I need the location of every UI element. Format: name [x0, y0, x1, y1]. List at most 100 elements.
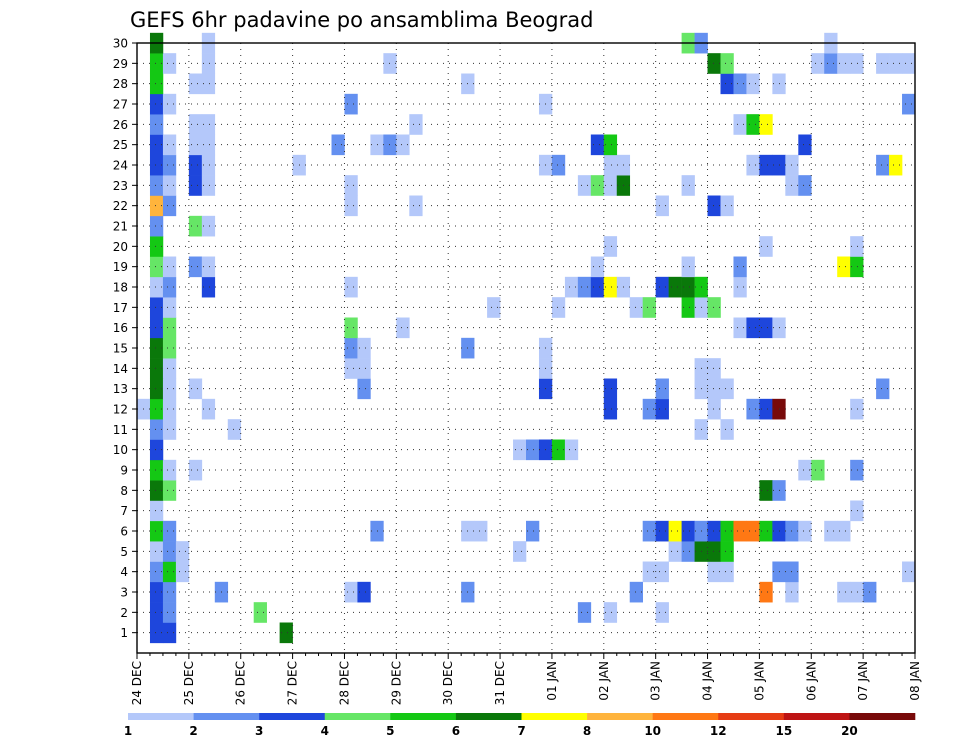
cell-member-11-step-1 — [149, 419, 164, 440]
cell-member-25-step-4 — [188, 134, 203, 156]
cell-member-2-step-1 — [149, 602, 164, 623]
colorbar-swatch-10 — [718, 713, 785, 720]
cell-member-29-step-59 — [902, 53, 916, 74]
cell-member-9-step-2 — [162, 459, 177, 481]
cell-member-7-step-1 — [149, 500, 164, 522]
cell-member-24-step-2 — [162, 154, 177, 176]
x-tick-label-26-dec: 26 DEC — [234, 661, 248, 705]
colorbar-swatch-8 — [587, 713, 653, 720]
cell-member-14-step-1 — [149, 358, 164, 379]
cell-member-6-step-40 — [655, 520, 669, 542]
cell-member-24-step-57 — [876, 154, 890, 176]
cell-member-18-step-2 — [162, 276, 177, 298]
cell-member-3-step-16 — [344, 581, 358, 603]
colorbar-label-2: 2 — [189, 724, 197, 738]
cell-member-6-step-46 — [733, 520, 747, 542]
cell-member-24-step-5 — [201, 154, 216, 176]
cell-member-16-step-20 — [396, 317, 410, 339]
y-tick-label-10: 10 — [113, 443, 128, 457]
x-tick-label-07-jan: 07 JAN — [856, 661, 870, 701]
cell-member-5-step-41 — [668, 541, 682, 562]
cell-member-15-step-2 — [162, 337, 177, 359]
cell-member-3-step-38 — [629, 581, 643, 603]
cell-member-23-step-5 — [201, 175, 216, 196]
cell-member-12-step-44 — [707, 398, 721, 420]
cell-member-25-step-15 — [331, 134, 345, 156]
y-tick-label-27: 27 — [113, 98, 128, 112]
cell-member-8-step-48 — [759, 480, 773, 501]
cell-member-4-step-3 — [175, 561, 190, 583]
cell-member-15-step-1 — [149, 337, 164, 359]
cell-member-24-step-48 — [759, 154, 773, 176]
cell-member-24-step-4 — [188, 154, 203, 176]
cell-member-20-step-48 — [759, 236, 773, 257]
cell-member-22-step-21 — [409, 195, 423, 217]
x-tick-label-29-dec: 29 DEC — [389, 661, 403, 705]
cell-member-17-step-1 — [149, 297, 164, 318]
x-tick-label-25-dec: 25 DEC — [182, 661, 196, 705]
cell-member-18-step-16 — [344, 276, 358, 298]
cell-member-22-step-2 — [162, 195, 177, 217]
cell-member-28-step-4 — [188, 73, 203, 95]
cell-member-21-step-1 — [149, 215, 164, 237]
cell-member-15-step-17 — [357, 337, 371, 359]
y-tick-label-8: 8 — [120, 484, 128, 498]
cell-member-4-step-45 — [720, 561, 734, 583]
colorbar-swatch-7 — [521, 713, 588, 720]
colorbar-label-20: 20 — [841, 724, 858, 738]
cell-member-17-step-39 — [642, 297, 656, 318]
cell-member-29-step-52 — [811, 53, 825, 74]
cell-member-12-step-1 — [149, 398, 164, 420]
cell-member-23-step-4 — [188, 175, 203, 196]
y-tick-label-2: 2 — [120, 606, 128, 620]
cell-member-21-step-4 — [188, 215, 203, 237]
cell-member-29-step-5 — [201, 53, 216, 74]
cell-member-29-step-57 — [876, 53, 890, 74]
cell-member-17-step-44 — [707, 297, 721, 318]
cell-member-26-step-46 — [733, 114, 747, 135]
cell-member-18-step-34 — [577, 276, 592, 298]
colorbar-swatch-2 — [193, 713, 260, 720]
y-tick-label-26: 26 — [113, 118, 128, 132]
cell-member-6-step-41 — [668, 520, 682, 542]
cell-member-16-step-1 — [149, 317, 164, 339]
cell-member-29-step-45 — [720, 53, 734, 74]
cell-member-12-step-48 — [759, 398, 773, 420]
cell-member-6-step-51 — [798, 520, 812, 542]
heatmap-cells — [137, 32, 916, 644]
cell-member-13-step-45 — [720, 378, 734, 400]
cell-member-1-step-2 — [162, 622, 177, 644]
cell-member-28-step-46 — [733, 73, 747, 95]
cell-member-2-step-9 — [253, 602, 267, 623]
cell-member-29-step-2 — [162, 53, 177, 74]
cell-member-1-step-1 — [149, 622, 164, 644]
cell-member-28-step-5 — [201, 73, 216, 95]
cell-member-18-step-1 — [149, 276, 164, 298]
cell-member-24-step-36 — [603, 154, 618, 176]
cell-member-13-step-1 — [149, 378, 164, 400]
cell-member-16-step-48 — [759, 317, 773, 339]
y-tick-label-21: 21 — [113, 220, 128, 234]
cell-member-16-step-46 — [733, 317, 747, 339]
colorbar-label-7: 7 — [517, 724, 525, 738]
cell-member-24-step-32 — [551, 154, 566, 176]
cell-member-2-step-34 — [577, 602, 592, 623]
cell-member-5-step-45 — [720, 541, 734, 562]
cell-member-17-step-32 — [551, 297, 566, 318]
cell-member-3-step-48 — [759, 581, 773, 603]
cell-member-2-step-36 — [603, 602, 618, 623]
cell-member-3-step-17 — [357, 581, 371, 603]
y-tick-label-16: 16 — [113, 321, 128, 335]
cell-member-19-step-4 — [188, 256, 203, 278]
cell-member-20-step-1 — [149, 236, 164, 257]
cell-member-8-step-2 — [162, 480, 177, 501]
cell-member-4-step-40 — [655, 561, 669, 583]
cell-member-4-step-2 — [162, 561, 177, 583]
cell-member-9-step-4 — [188, 459, 203, 481]
cell-member-23-step-36 — [603, 175, 618, 196]
x-tick-label-28-dec: 28 DEC — [337, 661, 351, 705]
cell-member-19-step-1 — [149, 256, 164, 278]
cell-member-6-step-2 — [162, 520, 177, 542]
cell-member-25-step-20 — [396, 134, 410, 156]
cell-member-20-step-36 — [603, 236, 618, 257]
